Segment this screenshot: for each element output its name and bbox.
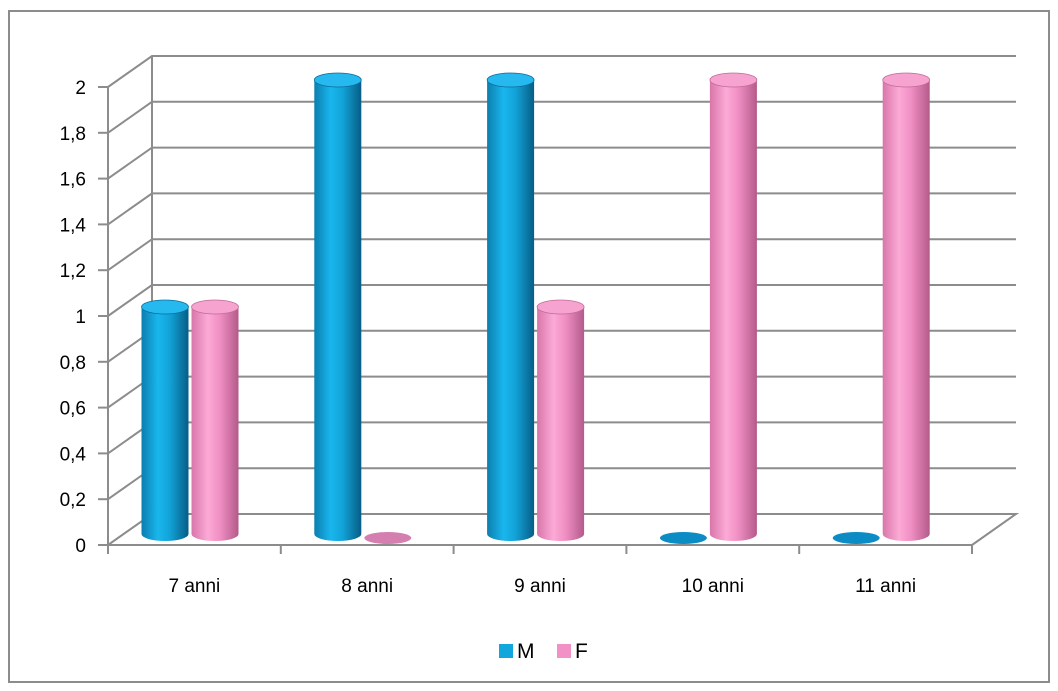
x-tick-label: 7 anni <box>169 576 221 597</box>
bar-F-2 <box>536 299 585 542</box>
bar-M-0 <box>141 299 189 542</box>
x-tick-label: 8 anni <box>341 576 393 597</box>
legend-item-F: F <box>557 640 588 663</box>
legend-label: M <box>517 640 535 663</box>
legend-label: F <box>575 640 588 663</box>
y-tick-label: 0,4 <box>60 444 87 465</box>
y-tick-label: 1,4 <box>60 215 87 236</box>
bar-M-2 <box>486 72 535 541</box>
y-tick-label: 2 <box>75 78 86 99</box>
legend-item-M: M <box>499 640 535 663</box>
legend-swatch <box>499 644 513 658</box>
y-tick-label: 0 <box>75 536 86 557</box>
y-tick-label: 0,8 <box>60 353 86 374</box>
bar-F-3 <box>709 72 758 542</box>
grid-line <box>107 238 1016 272</box>
bar-M-3 <box>659 532 707 544</box>
x-tick-label: 11 anni <box>855 576 916 597</box>
bars <box>141 72 931 544</box>
bar-F-1 <box>364 532 412 544</box>
grid-line <box>107 146 1016 180</box>
bar-M-1 <box>313 72 362 542</box>
grid-line <box>107 192 1016 226</box>
y-tick-label: 1,6 <box>60 170 86 191</box>
x-tick-label: 10 anni <box>682 576 744 597</box>
y-tick-label: 1,2 <box>60 261 86 282</box>
y-tick-labels: 0 0,2 0,4 0,6 0,8 1 1,2 1,4 1,6 1,8 2 <box>60 78 87 557</box>
bar-M-4 <box>832 532 880 544</box>
y-tick-label: 1,8 <box>60 124 86 145</box>
y-tick-label: 0,2 <box>60 490 86 511</box>
grid-line <box>107 100 1016 134</box>
x-tick-label: 9 anni <box>514 576 566 597</box>
bar-F-0 <box>191 299 239 542</box>
y-tick-label: 1 <box>75 307 86 328</box>
y-tick-label: 0,6 <box>60 399 86 420</box>
x-tick-labels: 7 anni 8 anni 9 anni 10 anni 11 anni <box>169 576 917 597</box>
legend-swatch <box>557 644 571 658</box>
grid-line <box>107 55 1016 88</box>
bar-F-4 <box>882 72 931 542</box>
